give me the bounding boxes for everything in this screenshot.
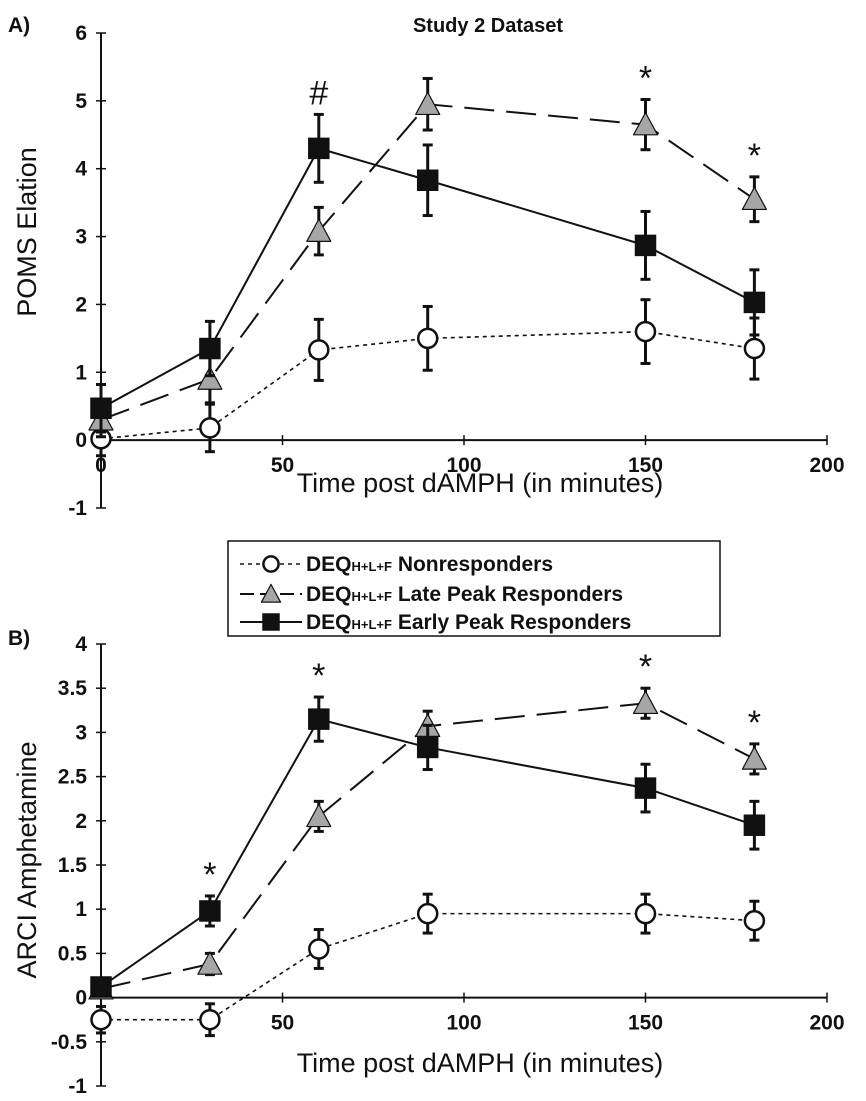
panel-a-point-early	[199, 337, 221, 360]
panel-a-tag: A)	[8, 14, 30, 37]
panel-b-plot: -1-0.500.511.522.533.54050100150200****	[51, 633, 845, 1098]
panel-a-xtick-label: 50	[271, 454, 294, 477]
panel-a-ytick-label: 0	[75, 429, 87, 452]
panel-a-ylabel: POMS Elation	[12, 147, 42, 317]
panel-a-point-late	[197, 366, 223, 390]
panel-a-ytick-label: 6	[75, 22, 87, 45]
panel-a-point-nonresponders	[634, 320, 657, 343]
panel-b-xtick-label: 150	[628, 1012, 663, 1035]
panel-a-point-late	[632, 112, 659, 136]
panel-a-point-late	[741, 186, 768, 211]
panel-b-point-nonresponders	[199, 1008, 221, 1031]
panel-b-point-early	[90, 976, 112, 998]
panel-b-series-line-early	[100, 717, 755, 988]
panel-b-significance-marker: *	[639, 648, 652, 686]
panel-b-ytick-label: 3	[75, 721, 87, 744]
panel-b-point-early	[634, 777, 657, 799]
panel-b-point-late	[306, 803, 332, 828]
panel-b-ytick-label: 0	[75, 987, 87, 1010]
panel-b-series-line-late	[100, 702, 755, 990]
panel-b-point-nonresponders	[634, 902, 657, 925]
panel-a-ytick-label: 4	[75, 158, 87, 181]
panel-b-axes: -1-0.500.511.522.533.54050100150200	[51, 633, 845, 1098]
panel-a-series-line-late	[100, 103, 755, 421]
legend: DEQH+L+F Nonresponders DEQH+L+F Late Peak…	[227, 540, 721, 637]
panel-b-point-nonresponders	[308, 938, 330, 960]
panel-b-point-early	[308, 708, 330, 730]
panel-b-point-early	[743, 814, 766, 836]
panel-b-point-late	[632, 690, 659, 715]
panel-b-ytick-label: 0.5	[58, 942, 88, 965]
panel-a-point-early	[90, 397, 112, 419]
legend-marker-nonresponders	[262, 555, 280, 573]
panel-a-title: Study 2 Dataset	[413, 15, 563, 37]
panel-b-ytick-label: 1	[75, 898, 87, 921]
panel-b-significance-marker: *	[312, 657, 325, 695]
panel-b-xtick-label: 200	[809, 1012, 844, 1035]
panel-b-point-late	[741, 746, 768, 770]
panel-b-significance-marker: *	[748, 704, 761, 742]
panel-a-ytick-label: 3	[75, 226, 87, 249]
panel-b-ytick-label: -0.5	[51, 1031, 88, 1054]
panel-a-point-early	[743, 291, 766, 314]
panel-b-ytick-label: 2	[75, 810, 87, 833]
panel-b-ytick-label: 2.5	[58, 766, 88, 789]
panel-a-xtick-label: 200	[809, 454, 844, 477]
panel-a-significance-marker: #	[309, 74, 328, 112]
panel-a-series-line-early	[100, 147, 755, 410]
legend-marker-late	[260, 583, 282, 603]
legend-marker-early	[262, 613, 280, 631]
panel-a-point-late	[415, 91, 441, 116]
panel-a-significance-marker: *	[639, 60, 652, 98]
panel-a-ytick-label: 1	[75, 361, 87, 384]
panel-b-point-early	[416, 736, 439, 759]
panel-b-point-early	[199, 900, 221, 922]
legend-box	[227, 540, 721, 637]
legend-label-early: DEQH+L+F Early Peak Responders	[306, 611, 631, 634]
panel-a-point-early	[634, 234, 657, 257]
panel-b-xtick-label: 100	[446, 1012, 481, 1035]
panel-b-significance-marker: *	[203, 856, 216, 894]
panel-a-significance-marker: *	[748, 137, 761, 175]
panel-a-point-nonresponders	[416, 327, 439, 350]
panel-a-point-nonresponders	[308, 339, 330, 361]
panel-b-ytick-label: 1.5	[58, 854, 88, 877]
panel-b-ylabel: ARCI Amphetamine	[12, 741, 42, 978]
panel-a-series-line-nonresponders	[100, 330, 755, 440]
panel-b-series-line-nonresponders	[101, 912, 755, 1021]
panel-a-xtick-label: 0	[95, 454, 107, 477]
panel-b-point-nonresponders	[416, 902, 439, 925]
panel-b-point-nonresponders	[743, 909, 766, 932]
panel-a-ytick-label: -1	[68, 497, 87, 520]
panel-b-point-late	[197, 951, 223, 975]
legend-label-late: DEQH+L+F Late Peak Responders	[306, 583, 623, 606]
panel-a-xtick-label: 100	[446, 454, 481, 477]
legend-label-nonresponders: DEQH+L+F Nonresponders	[306, 553, 553, 576]
panel-a-xtick-label: 150	[628, 454, 663, 477]
panel-b-xlabel: Time post dAMPH (in minutes)	[297, 1048, 664, 1078]
panel-a-ytick-label: 5	[75, 90, 87, 113]
panel-a-point-nonresponders	[743, 337, 766, 360]
panel-a-xlabel: Time post dAMPH (in minutes)	[297, 468, 664, 498]
panel-a-point-early	[308, 137, 330, 160]
panel-a-plot: -1 0 1 2 3 4 5 6 0 50 100 150 200 # * *	[68, 22, 844, 520]
panel-b-ytick-label: 3.5	[58, 677, 88, 700]
panel-b-xtick-label: 50	[271, 1012, 294, 1035]
panel-b-ytick-label: 4	[75, 633, 87, 656]
panel-a-point-late	[306, 218, 332, 242]
panel-a-point-early	[416, 169, 439, 191]
panel-b-tag: B)	[8, 627, 30, 650]
panel-b-point-nonresponders	[90, 1008, 112, 1031]
panel-a-ytick-label: 2	[75, 293, 87, 316]
panel-a-axes: -1 0 1 2 3 4 5 6 0 50 100 150 200	[68, 22, 844, 520]
panel-b-ytick-label: -1	[68, 1075, 87, 1098]
panel-a-point-nonresponders	[199, 417, 221, 439]
